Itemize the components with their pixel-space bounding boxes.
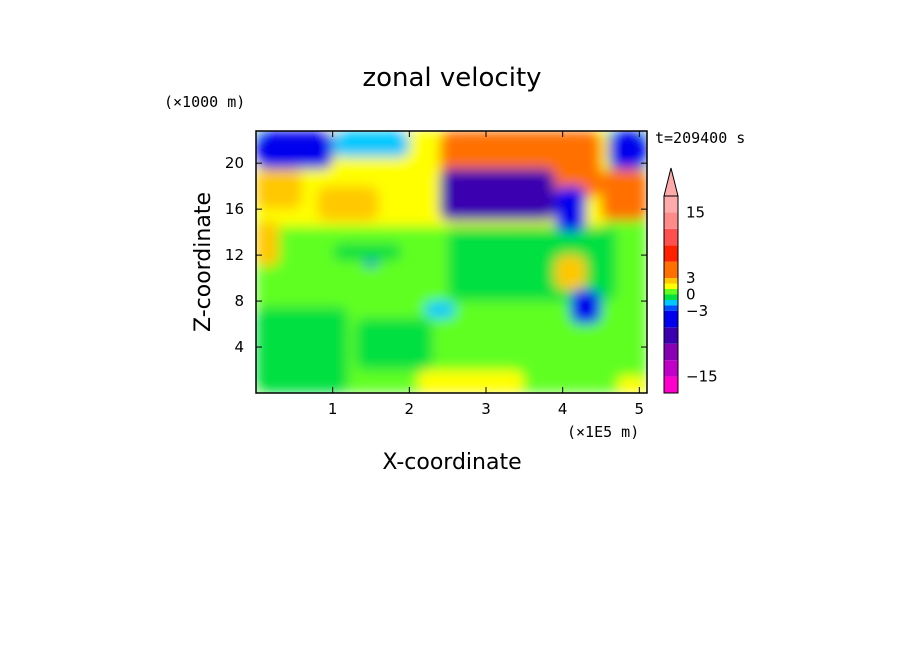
x-tick-label: 2 xyxy=(405,400,415,418)
colorbar-swatch xyxy=(664,294,678,300)
plot-frame xyxy=(255,130,648,394)
field-region xyxy=(355,318,433,371)
colorbar-swatch xyxy=(664,245,678,262)
colorbar-tick-label: 15 xyxy=(686,203,705,221)
colorbar-tick-label: 0 xyxy=(686,286,696,304)
x-tick-label: 1 xyxy=(328,400,338,418)
colorbar-swatch xyxy=(664,299,678,306)
colorbar-swatch xyxy=(664,289,678,295)
y-tick-label: 20 xyxy=(225,154,244,172)
field-region xyxy=(608,131,647,169)
y-tick-label: 4 xyxy=(234,338,244,356)
field-region xyxy=(417,370,525,393)
y-axis-ticks: 4 8 12 16 20 xyxy=(225,154,647,356)
colorbar-swatch xyxy=(664,305,678,311)
colorbar-extend-triangle xyxy=(663,167,679,197)
colorbar-tick-label: 3 xyxy=(686,269,696,287)
time-label: t=209400 s xyxy=(655,129,745,147)
field-region xyxy=(616,375,647,393)
colorbar-swatch xyxy=(664,212,678,229)
colorbar-swatch xyxy=(664,343,678,361)
y-axis-label: Z-coordinate xyxy=(191,192,216,332)
x-unit-label: (×1E5 m) xyxy=(567,423,639,441)
field-region xyxy=(317,186,379,221)
colorbar: 15 30−3 −15 xyxy=(663,167,718,394)
field-region xyxy=(256,131,333,169)
field-region xyxy=(332,131,410,158)
colorbar-swatch xyxy=(664,310,678,328)
field-region xyxy=(570,289,601,325)
x-tick-label: 3 xyxy=(481,400,491,418)
colorbar-swatch xyxy=(664,327,678,344)
field-region xyxy=(601,168,647,221)
colorbar-swatch xyxy=(664,283,678,290)
colorbar-tick-label: −3 xyxy=(686,302,708,320)
field-region xyxy=(256,220,279,267)
field-region xyxy=(424,301,456,319)
field-region xyxy=(256,168,302,210)
x-tick-label: 5 xyxy=(635,400,645,418)
colorbar-swatch xyxy=(664,360,678,377)
colorbar-swatch xyxy=(664,278,678,284)
field-region xyxy=(256,306,348,393)
chart-title: zonal velocity xyxy=(362,63,541,93)
field-region xyxy=(440,168,555,221)
colorbar-swatch xyxy=(664,228,678,246)
colorbar-frame xyxy=(663,195,679,394)
plot-area xyxy=(256,131,647,393)
field-region xyxy=(555,186,586,233)
field-region xyxy=(332,243,402,261)
colorbar-swatch xyxy=(664,196,678,213)
x-axis-ticks: 1 2 3 4 5 xyxy=(328,131,644,418)
y-unit-label: (×1000 m) xyxy=(164,93,245,111)
y-tick-label: 12 xyxy=(225,246,244,264)
y-tick-label: 8 xyxy=(234,292,244,310)
y-tick-label: 16 xyxy=(225,200,244,218)
colorbar-swatch xyxy=(664,376,678,393)
field-region xyxy=(555,255,586,290)
colorbar-tick-label: −15 xyxy=(686,368,718,386)
x-tick-label: 4 xyxy=(558,400,568,418)
colorbar-swatch xyxy=(664,261,678,279)
velocity-field xyxy=(256,131,647,393)
x-axis-label: X-coordinate xyxy=(382,450,521,475)
